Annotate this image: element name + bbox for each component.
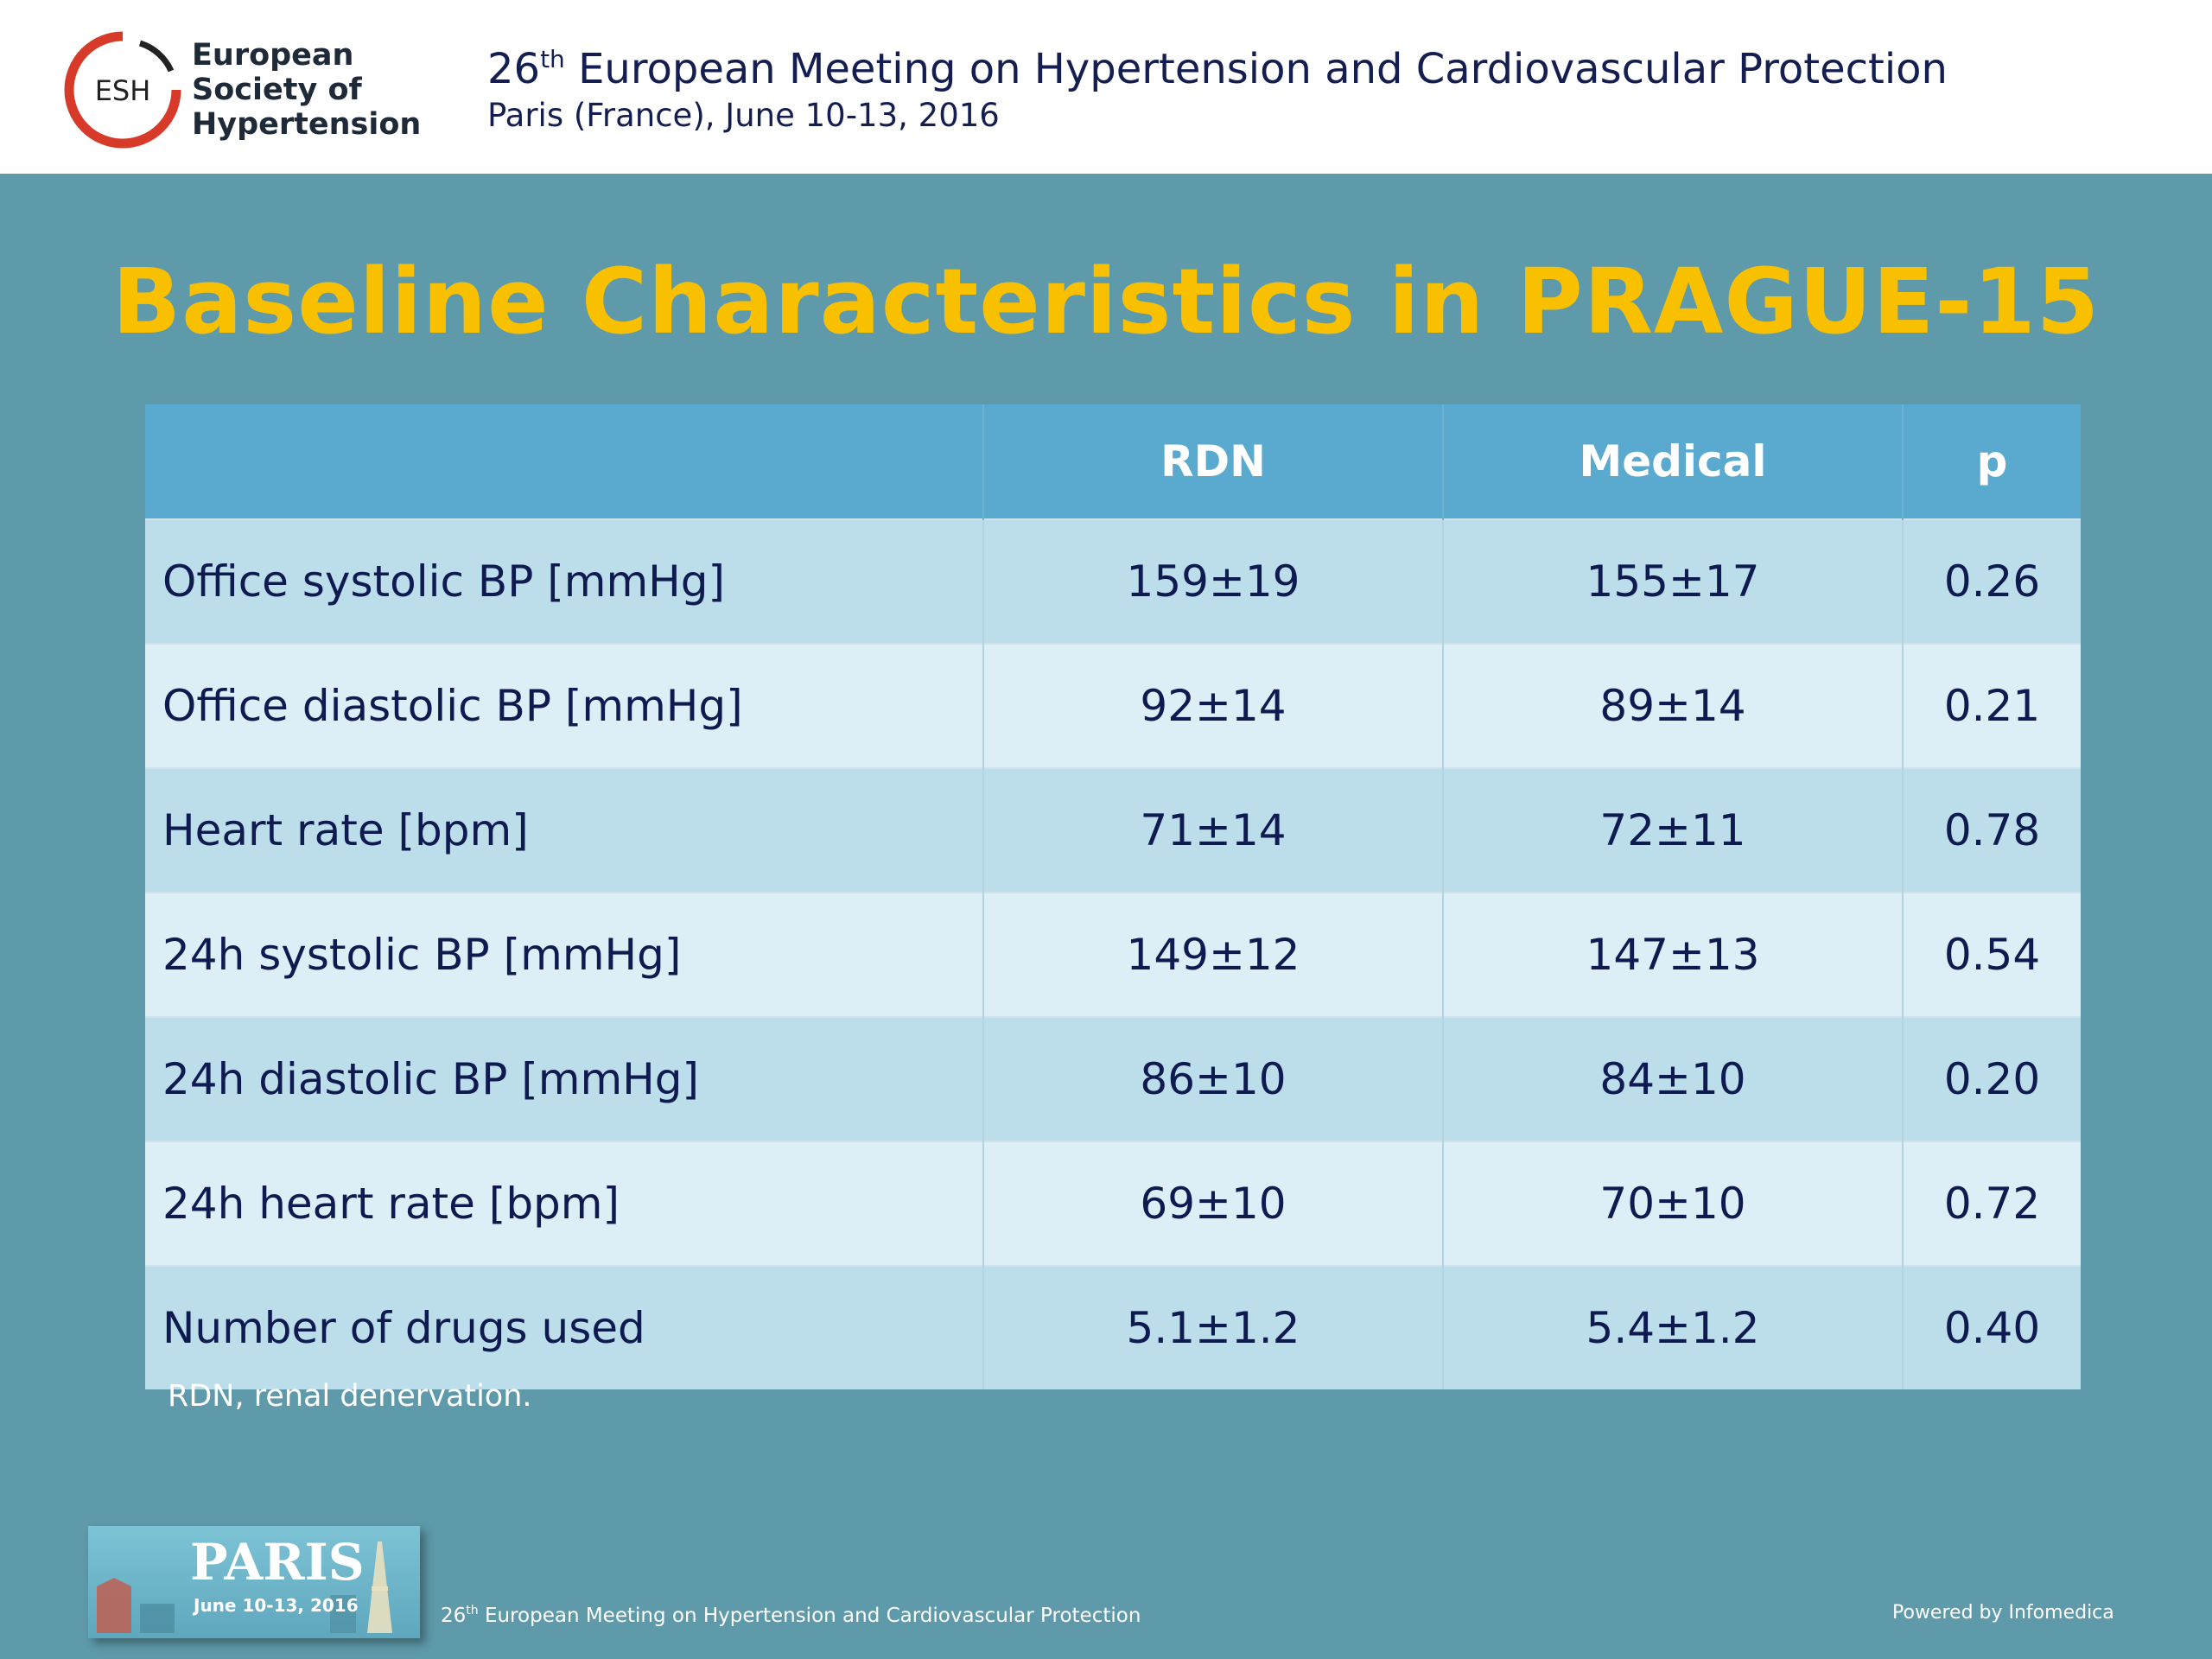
meeting-name: European Meeting on Hypertension and Car… (564, 45, 1948, 93)
rdn-value: 159±19 (983, 519, 1444, 644)
table-row: 24h heart rate [bpm] 69±10 70±10 0.72 (145, 1141, 2081, 1266)
row-label: 24h heart rate [bpm] (145, 1141, 984, 1266)
rdn-value: 5.1±1.2 (983, 1266, 1444, 1389)
rdn-value: 86±10 (983, 1017, 1444, 1141)
row-label: Heart rate [bpm] (145, 768, 984, 893)
table-row: Number of drugs used 5.1±1.2 5.4±1.2 0.4… (145, 1266, 2081, 1389)
rdn-value: 69±10 (983, 1141, 1444, 1266)
p-value: 0.21 (1903, 644, 2081, 768)
org-line-2: Society of (192, 73, 362, 107)
meeting-location: Paris (France), June 10-13, 2016 (487, 97, 1000, 134)
org-line-1: European (192, 38, 354, 73)
medical-value: 70±10 (1443, 1141, 1904, 1266)
p-value: 0.26 (1903, 519, 2081, 644)
footer-ordinal-suffix: th (466, 1604, 479, 1618)
p-value: 0.40 (1903, 1266, 2081, 1389)
row-label: Office diastolic BP [mmHg] (145, 644, 984, 768)
medical-value: 147±13 (1443, 893, 1904, 1017)
table-row: Heart rate [bpm] 71±14 72±11 0.78 (145, 768, 2081, 893)
eiffel-tower-icon (97, 1541, 392, 1633)
medical-value: 155±17 (1443, 519, 1904, 644)
powered-by: Powered by Infomedica (1892, 1602, 2114, 1624)
footer-ordinal: 26 (441, 1605, 467, 1627)
table-row: Office diastolic BP [mmHg] 92±14 89±14 0… (145, 644, 2081, 768)
org-line-3: Hypertension (192, 107, 422, 142)
p-value: 0.54 (1903, 893, 2081, 1017)
footer-meeting: 26th European Meeting on Hypertension an… (441, 1605, 1141, 1627)
meeting-ordinal-suffix: th (540, 45, 565, 73)
footer-meeting-name: European Meeting on Hypertension and Car… (478, 1605, 1141, 1627)
paris-badge: PARIS June 10-13, 2016 (88, 1526, 420, 1638)
medical-value: 5.4±1.2 (1443, 1266, 1904, 1389)
medical-value: 84±10 (1443, 1017, 1904, 1141)
table-header-cell: p (1903, 404, 2081, 519)
rdn-value: 92±14 (983, 644, 1444, 768)
p-value: 0.78 (1903, 768, 2081, 893)
p-value: 0.72 (1903, 1141, 2081, 1266)
baseline-table: RDN Medical p Office systolic BP [mmHg] … (145, 404, 2081, 1389)
table-row: 24h diastolic BP [mmHg] 86±10 84±10 0.20 (145, 1017, 2081, 1141)
medical-value: 72±11 (1443, 768, 1904, 893)
table-header-cell: Medical (1443, 404, 1904, 519)
row-label: Office systolic BP [mmHg] (145, 519, 984, 644)
badge-date: June 10-13, 2016 (194, 1595, 359, 1616)
table-header-row: RDN Medical p (145, 404, 2081, 519)
table-header-cell: RDN (983, 404, 1444, 519)
rdn-value: 149±12 (983, 893, 1444, 1017)
medical-value: 89±14 (1443, 644, 1904, 768)
row-label: 24h systolic BP [mmHg] (145, 893, 984, 1017)
esh-logo-icon: ESH (64, 31, 181, 149)
slide-title: Baseline Characteristics in PRAGUE-15 (111, 249, 2101, 354)
row-label: Number of drugs used (145, 1266, 984, 1389)
footnote: RDN, renal denervation. (168, 1379, 532, 1414)
table-row: Office systolic BP [mmHg] 159±19 155±17 … (145, 519, 2081, 644)
table-row: 24h systolic BP [mmHg] 149±12 147±13 0.5… (145, 893, 2081, 1017)
row-label: 24h diastolic BP [mmHg] (145, 1017, 984, 1141)
p-value: 0.20 (1903, 1017, 2081, 1141)
meeting-ordinal: 26 (487, 45, 541, 93)
meeting-title: 26th European Meeting on Hypertension an… (487, 45, 1948, 93)
rdn-value: 71±14 (983, 768, 1444, 893)
logo-text: ESH (95, 74, 151, 107)
header-band: ESH European Society of Hypertension 26t… (0, 0, 2212, 174)
badge-city: PARIS (190, 1533, 365, 1592)
table-header-cell (145, 404, 984, 519)
org-name: European Society of Hypertension (192, 38, 421, 142)
